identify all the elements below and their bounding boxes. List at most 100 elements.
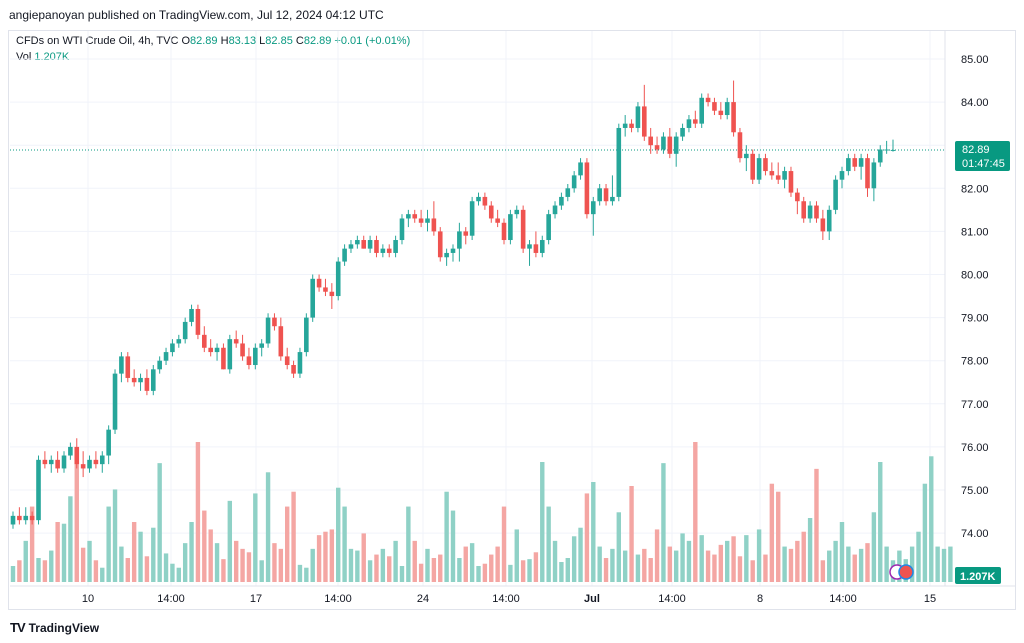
candle-body [801, 201, 807, 219]
candle-body [622, 123, 628, 128]
flag-icon[interactable] [898, 564, 914, 580]
volume-bar [202, 510, 207, 582]
candle-body [584, 162, 590, 215]
candle-body [208, 347, 213, 353]
candle-body [616, 127, 622, 197]
candle-body [348, 244, 354, 249]
legend-open-label: O [181, 35, 191, 47]
candle-body [769, 171, 775, 176]
candle-body [775, 175, 781, 180]
candle-body [246, 356, 252, 366]
candle-body [463, 231, 469, 236]
y-tick-label: 76.00 [961, 442, 989, 454]
candle-body [852, 158, 858, 167]
candle-body [259, 343, 264, 348]
candle-body [399, 218, 405, 241]
x-tick-label: 15 [924, 593, 936, 605]
candle-body [272, 317, 277, 327]
legend-ohlc-row: CFDs on WTI Crude Oil, 4h, TVC O82.89 H8… [16, 33, 410, 49]
volume-badge-value: 1.207K [960, 571, 996, 583]
candle-body [335, 261, 341, 297]
volume-bar [795, 540, 800, 582]
volume-bar [827, 550, 832, 582]
volume-bar [916, 531, 921, 582]
candle-body [87, 459, 92, 469]
volume-bar [705, 550, 711, 582]
candle-body [406, 214, 411, 219]
volume-bar [68, 496, 73, 582]
y-tick-label: 77.00 [961, 399, 989, 411]
volume-bar [776, 491, 781, 582]
tradingview-logo-icon: TV [10, 620, 26, 635]
candle-body [820, 218, 826, 232]
candle-body [597, 188, 602, 202]
volume-bar [552, 540, 558, 582]
volume-bar [182, 543, 188, 582]
candle-body [150, 369, 156, 391]
volume-bar [699, 535, 704, 582]
volume-bar [444, 491, 449, 582]
volume-bar [170, 563, 175, 582]
volume-bar [42, 560, 48, 582]
candle-body [36, 459, 41, 521]
volume-bar [49, 550, 54, 582]
volume-bar [610, 548, 615, 582]
legend-open-value: 82.89 [190, 35, 218, 47]
volume-bar [412, 540, 417, 582]
volume-bar [233, 540, 239, 582]
volume-bar [163, 553, 169, 582]
candle-body [182, 321, 188, 340]
candle-body [23, 515, 29, 521]
volume-bar [393, 540, 398, 582]
volume-bar [431, 558, 437, 582]
volume-bar [106, 506, 111, 582]
volume-bar [265, 472, 271, 582]
candle-body [661, 136, 666, 150]
candle-body [699, 97, 704, 124]
volume-bar [23, 540, 28, 582]
candle-body [176, 339, 182, 344]
volume-bar [367, 560, 373, 582]
candle-body [635, 106, 641, 128]
volume-bar [304, 567, 309, 582]
volume-bar [635, 554, 641, 582]
candle-body [724, 102, 730, 116]
price-badge-countdown: 01:47:45 [962, 158, 1005, 170]
candle-body [571, 175, 577, 189]
candle-body [642, 106, 647, 137]
candle-body [756, 158, 762, 180]
volume-bar [527, 559, 532, 582]
volume-bar [144, 556, 150, 582]
volume-bar [756, 529, 762, 582]
candle-body [68, 446, 73, 456]
legend-symbol[interactable]: CFDs on WTI Crude Oil, 4h, TVC [16, 35, 179, 47]
volume-bar [922, 483, 928, 582]
legend-vol-label[interactable]: Vol [16, 51, 32, 63]
volume-bar [450, 510, 456, 582]
volume-bar [246, 552, 252, 582]
candle-body [833, 179, 838, 210]
footer-brand[interactable]: TV TradingView [10, 620, 99, 635]
volume-bar [374, 554, 379, 582]
x-tick-label: 8 [757, 593, 763, 605]
volume-bar [667, 546, 673, 582]
candle-body [342, 248, 347, 262]
volume-bar [285, 506, 290, 582]
price-badge-value: 82.89 [962, 144, 990, 156]
volume-bar [489, 554, 494, 582]
x-tick-label: 10 [82, 593, 94, 605]
candle-body [578, 162, 583, 176]
volume-bar [540, 462, 545, 582]
candle-body [552, 205, 558, 215]
volume-bar [948, 546, 953, 582]
candle-body [712, 102, 717, 111]
candle-body [865, 158, 870, 189]
chart-frame [8, 30, 1016, 610]
volume-bar [546, 506, 551, 582]
volume-badge [955, 567, 1001, 584]
y-tick-label: 78.00 [961, 356, 989, 368]
volume-bar [380, 548, 386, 582]
candle-body [17, 515, 22, 521]
candle-body [788, 171, 794, 193]
